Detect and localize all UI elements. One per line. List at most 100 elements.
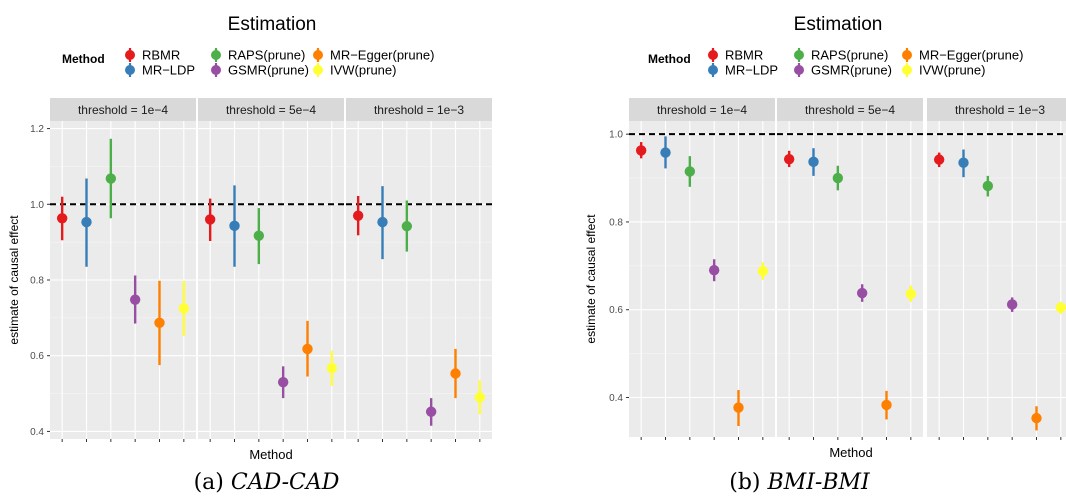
- caption-b: (b) BMI-BMI: [533, 470, 1066, 495]
- facet-panel: threshold = 1e−4: [50, 98, 196, 442]
- facet-strip: [198, 98, 344, 121]
- legend-label: MR−Egger(prune): [330, 48, 434, 63]
- facet-strip: [927, 98, 1066, 121]
- data-point: [302, 343, 313, 355]
- legend-key-point: [794, 65, 804, 75]
- data-point: [982, 180, 994, 192]
- data-point: [253, 230, 265, 241]
- data-point: [1055, 302, 1066, 313]
- y-tick-label: 0.6: [609, 305, 623, 316]
- data-point: [204, 214, 216, 225]
- legend-key-point: [211, 65, 221, 75]
- data-point: [783, 153, 795, 165]
- y-axis-label: estimate of causal effect: [7, 215, 21, 345]
- data-point: [635, 145, 647, 156]
- data-point: [56, 213, 68, 224]
- data-point: [933, 154, 945, 165]
- caption-a-label: (a): [193, 470, 224, 495]
- facet-panel: threshold = 1e−3: [346, 98, 492, 442]
- data-point: [425, 406, 437, 417]
- data-point: [154, 317, 165, 328]
- legend-label: RBMR: [725, 48, 763, 63]
- y-tick-label: 0.6: [30, 351, 44, 362]
- data-point: [326, 363, 338, 374]
- legend-key-point: [708, 65, 718, 75]
- data-point: [757, 265, 769, 277]
- legend-label: MR−LDP: [142, 63, 195, 78]
- data-point: [808, 156, 819, 168]
- legend-key-point: [708, 50, 718, 60]
- legend-item: RBMR: [125, 48, 180, 63]
- data-point: [684, 166, 696, 177]
- caption-b-text: BMI-BMI: [767, 470, 870, 495]
- x-axis-label: Method: [829, 445, 872, 460]
- data-point: [881, 399, 892, 411]
- legend-label: IVW(prune): [330, 63, 396, 78]
- legend-title: Method: [648, 52, 691, 66]
- legend-item: MR−LDP: [125, 63, 195, 78]
- legend-item: GSMR(prune): [794, 63, 892, 78]
- legend-label: MR−Egger(prune): [919, 48, 1023, 63]
- data-point: [1031, 412, 1042, 424]
- caption-a-text: CAD-CAD: [230, 470, 340, 495]
- facet-panel: threshold = 5e−4: [777, 98, 923, 440]
- legend-label: RBMR: [142, 48, 180, 63]
- facet-panel: threshold = 1e−4: [629, 98, 775, 440]
- facet-strip-label: threshold = 5e−4: [226, 103, 316, 117]
- caption-b-label: (b): [729, 470, 761, 495]
- legend-label: RAPS(prune): [228, 48, 305, 63]
- legend-item: MR−Egger(prune): [313, 48, 434, 63]
- facet-strip: [629, 98, 775, 121]
- panel-background: [629, 121, 775, 437]
- data-point: [277, 377, 289, 388]
- data-point: [474, 392, 486, 403]
- legend-label: IVW(prune): [919, 63, 985, 78]
- legend-key-point: [125, 65, 135, 75]
- y-axis-label: estimate of causal effect: [584, 214, 598, 344]
- legend-key-point: [211, 50, 221, 60]
- data-point: [229, 220, 240, 232]
- legend-key-point: [794, 50, 804, 60]
- data-point: [129, 294, 141, 305]
- data-point: [1006, 299, 1018, 310]
- y-tick-label: 0.8: [30, 276, 44, 287]
- data-point: [178, 303, 190, 314]
- facet-strip-label: threshold = 5e−4: [805, 103, 895, 117]
- data-point: [377, 216, 388, 228]
- legend-item: RBMR: [708, 48, 763, 63]
- facet-strip-label: threshold = 1e−4: [78, 103, 168, 117]
- legend-label: RAPS(prune): [811, 48, 888, 63]
- legend-title: Method: [62, 52, 105, 66]
- legend-label: MR−LDP: [725, 63, 778, 78]
- chart-title: Estimation: [794, 14, 883, 35]
- facet-strip: [50, 98, 196, 121]
- legend-label: GSMR(prune): [811, 63, 892, 78]
- facet-strip-label: threshold = 1e−3: [955, 103, 1045, 117]
- facet-strip: [346, 98, 492, 121]
- y-tick-label: 0.4: [609, 393, 623, 404]
- panel-background: [777, 121, 923, 437]
- y-tick-label: 1.2: [30, 124, 44, 135]
- data-point: [105, 173, 117, 184]
- legend-item: GSMR(prune): [211, 63, 309, 78]
- legend-key-point: [902, 65, 912, 75]
- legend-item: RAPS(prune): [794, 48, 888, 63]
- legend-key-point: [125, 50, 135, 60]
- legend-key-point: [313, 50, 323, 60]
- data-point: [352, 210, 364, 221]
- y-tick-label: 0.8: [609, 217, 623, 228]
- x-axis-label: Method: [249, 447, 292, 462]
- data-point: [856, 287, 868, 299]
- legend-label: GSMR(prune): [228, 63, 309, 78]
- data-point: [905, 288, 917, 300]
- data-point: [450, 368, 461, 379]
- data-point: [708, 265, 720, 276]
- panel-background: [927, 121, 1066, 437]
- facet-panel: threshold = 1e−3: [927, 98, 1066, 440]
- legend-key-point: [313, 65, 323, 75]
- legend-key-point: [902, 50, 912, 60]
- legend-item: RAPS(prune): [211, 48, 305, 63]
